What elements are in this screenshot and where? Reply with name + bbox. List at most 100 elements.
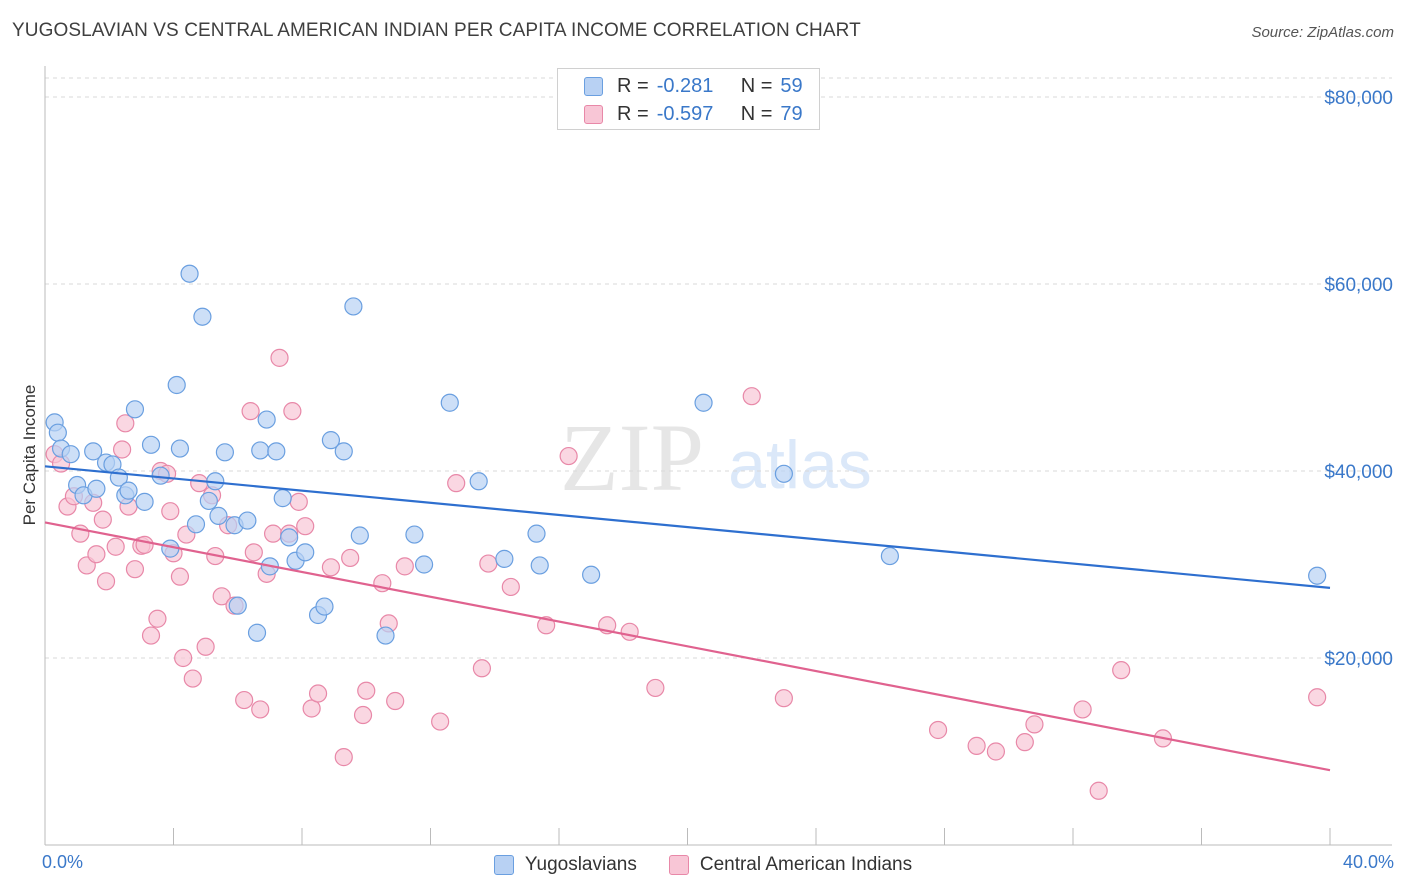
yugoslavian-point [119,481,138,500]
central-american-indian-point [774,689,793,708]
yugoslavian-point [238,511,257,530]
stats-row-yugoslavians: R = -0.281 N = 59 [558,72,803,100]
central-american-indian-point [170,567,190,586]
yugoslavian-point [267,442,286,461]
source-label: Source: ZipAtlas.com [1251,24,1394,41]
yugoslavian-point [167,375,186,395]
central-american-indian-point [112,440,132,459]
central-american-indian-point [93,510,112,529]
central-american-indians-trend-line [44,521,1331,772]
yugoslavians-points [45,264,1327,645]
central-american-indian-point [87,545,106,564]
central-american-indian-point [1025,715,1044,734]
yugoslavian-point [527,524,546,543]
central-american-indian-point [263,524,283,543]
yugoslavian-point [273,489,292,508]
central-american-indian-point [321,558,341,577]
yugoslavians-legend-swatch [493,855,514,875]
axes [44,66,1392,846]
y-tick-label: $60,000 [1324,275,1393,296]
central-american-indian-point [116,414,135,433]
central-american-indian-point [431,712,450,731]
central-american-indian-point [212,587,231,606]
yugoslavian-point [344,297,363,316]
yugoslavian-point [193,307,212,326]
central-american-indian-point [386,691,405,711]
yugoslavian-point [321,431,341,450]
x-tick-label-min: 0.0% [42,852,84,872]
central-american-indian-point [620,622,639,641]
r-label: R = [617,74,649,97]
central-american-indian-point [447,474,466,493]
yugoslavian-point [209,506,228,525]
legend-label-central-american-indians: Central American Indians [699,854,913,875]
yugoslavian-point [495,549,514,568]
central-american-indian-point [395,557,414,576]
yugoslavian-point [180,264,199,283]
central-american-indian-point [235,690,254,710]
yugoslavian-point [582,565,601,584]
central-american-indian-point [270,348,289,367]
central-american-indian-point [183,669,202,688]
n-label: N = [740,74,773,97]
y-axis-label: Per Capita Income [20,384,39,526]
central-american-indian-point [106,537,125,556]
central-american-indian-point [559,446,578,466]
yugoslavian-point [228,596,247,615]
central-american-indian-point [241,402,260,421]
central-american-indian-point [646,678,665,698]
central-american-indian-point [353,705,373,725]
n-label: N = [740,102,773,125]
central-american-indian-point [928,720,948,740]
yugoslavian-point [61,445,80,464]
n-value-central-american-indians: 79 [780,102,803,125]
yugoslavian-point [257,410,276,429]
central-american-indian-point [334,748,353,767]
legend-label-yugoslavians: Yugoslavians [524,854,637,875]
central-american-indian-point [161,502,180,521]
yugoslavian-point [186,515,206,534]
yugoslavian-point [280,528,299,547]
gridlines [45,77,1392,659]
central-american-indian-point [244,543,263,562]
central-american-indian-point [1308,688,1327,707]
n-value-yugoslavians: 59 [780,74,803,97]
central-american-indian-point [302,699,321,718]
stats-legend: R = -0.281 N = 59 R = -0.597 N = 79 [557,68,820,130]
central-american-indian-point [296,517,315,536]
yugoslavian-point [334,442,353,461]
central-american-indian-point [472,659,491,678]
central-american-indian-point [148,609,167,628]
central-american-indian-point [967,736,986,755]
watermark: ZIP atlas [560,404,872,511]
yugoslavian-point [141,435,161,454]
yugoslavians-swatch [584,76,603,96]
yugoslavian-point [1308,566,1327,585]
legend-item-yugoslavians: Yugoslavians [493,854,637,876]
central-american-indian-point [125,560,145,579]
central-american-indians-legend-swatch [668,855,689,875]
yugoslavian-point [440,393,459,412]
central-american-indian-point [174,648,193,668]
yugoslavian-point [694,393,713,412]
central-american-indian-point [501,577,520,597]
yugoslavian-point [247,623,267,642]
central-american-indian-point [196,637,215,656]
central-american-indian-point [1015,733,1034,752]
watermark-atlas: atlas [728,427,872,503]
central-american-indian-point [341,548,360,568]
central-american-indian-point [289,492,308,511]
yugoslavian-point [880,546,899,566]
y-tick-labels: $20,000 $40,000 $60,000 $80,000 [1324,88,1393,670]
yugoslavian-point [315,597,334,616]
central-american-indian-point [251,700,270,719]
yugoslavian-point [469,472,488,491]
yugoslavian-point [530,556,549,575]
central-american-indian-point [190,474,209,493]
yugoslavians-trend-line [44,465,1331,589]
central-american-indian-point [357,681,376,700]
yugoslavian-point [125,400,145,419]
yugoslavian-point [251,441,270,460]
yugoslavian-point [199,491,218,511]
